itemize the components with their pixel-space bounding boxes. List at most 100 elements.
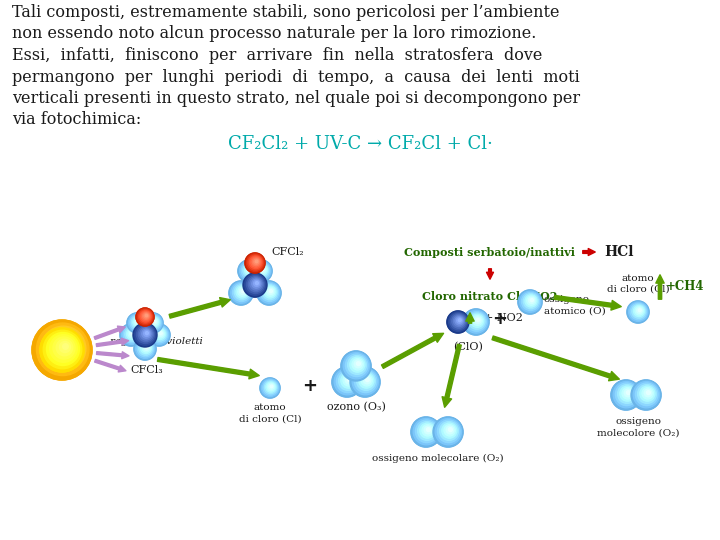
Circle shape	[159, 332, 162, 335]
Circle shape	[150, 325, 169, 345]
Circle shape	[252, 279, 261, 288]
Text: permangono  per  lunghi  periodi  di  tempo,  a  causa  dei  lenti  moti: permangono per lunghi periodi di tempo, …	[12, 69, 580, 85]
Circle shape	[142, 329, 151, 338]
Circle shape	[447, 311, 469, 333]
Circle shape	[627, 301, 649, 323]
Circle shape	[640, 386, 655, 401]
Circle shape	[251, 261, 271, 280]
Circle shape	[334, 368, 361, 395]
Circle shape	[120, 324, 142, 346]
Circle shape	[146, 315, 161, 330]
Circle shape	[341, 351, 371, 381]
Circle shape	[611, 380, 641, 410]
Circle shape	[638, 384, 657, 403]
Circle shape	[145, 332, 148, 335]
Circle shape	[269, 289, 272, 293]
Text: HCl: HCl	[604, 245, 634, 259]
Circle shape	[148, 324, 170, 346]
Circle shape	[348, 356, 366, 374]
Circle shape	[32, 320, 92, 380]
Circle shape	[249, 268, 252, 271]
Circle shape	[142, 343, 150, 352]
Circle shape	[418, 422, 436, 440]
Circle shape	[138, 309, 153, 325]
Text: Tali composti, estremamente stabili, sono pericolosi per l’ambiente: Tali composti, estremamente stabili, son…	[12, 4, 559, 21]
Circle shape	[343, 353, 369, 379]
Circle shape	[138, 340, 154, 357]
Circle shape	[636, 383, 658, 406]
Circle shape	[332, 367, 362, 397]
Circle shape	[266, 382, 276, 392]
Circle shape	[348, 378, 351, 382]
Circle shape	[631, 380, 661, 410]
Circle shape	[639, 309, 641, 312]
Circle shape	[346, 354, 368, 376]
Circle shape	[63, 341, 71, 349]
Circle shape	[459, 319, 461, 322]
Circle shape	[263, 380, 278, 395]
Circle shape	[341, 351, 371, 381]
Circle shape	[40, 328, 84, 372]
Text: CFCl₂: CFCl₂	[271, 247, 304, 257]
Circle shape	[245, 253, 265, 273]
Circle shape	[350, 367, 380, 397]
Circle shape	[364, 376, 371, 384]
Circle shape	[141, 312, 150, 321]
Text: atomo
di cloro (Cl): atomo di cloro (Cl)	[239, 403, 301, 423]
Circle shape	[411, 417, 441, 447]
Circle shape	[613, 382, 639, 408]
Circle shape	[149, 317, 159, 327]
Circle shape	[260, 378, 280, 398]
Text: ossigeno
molecolore (O₂): ossigeno molecolore (O₂)	[597, 417, 679, 437]
Circle shape	[58, 339, 73, 354]
Circle shape	[255, 264, 269, 277]
Circle shape	[356, 362, 360, 366]
Circle shape	[444, 424, 455, 436]
Circle shape	[143, 313, 149, 319]
Text: verticali presenti in questo strato, nel quale poi si decompongono per: verticali presenti in questo strato, nel…	[12, 90, 580, 107]
Circle shape	[450, 313, 467, 330]
Circle shape	[611, 380, 641, 410]
Circle shape	[243, 273, 267, 297]
Circle shape	[250, 260, 272, 282]
Circle shape	[133, 323, 157, 347]
Circle shape	[238, 260, 260, 282]
Circle shape	[433, 417, 463, 447]
Circle shape	[627, 301, 649, 323]
Circle shape	[264, 381, 277, 394]
Circle shape	[156, 329, 164, 338]
Circle shape	[150, 318, 158, 326]
Circle shape	[60, 341, 71, 353]
Circle shape	[269, 384, 274, 389]
Circle shape	[56, 339, 73, 356]
Circle shape	[139, 341, 153, 355]
Circle shape	[122, 325, 141, 345]
Circle shape	[144, 345, 149, 350]
Circle shape	[133, 323, 157, 347]
Circle shape	[40, 328, 84, 372]
Circle shape	[136, 319, 141, 324]
Circle shape	[155, 328, 166, 340]
Circle shape	[136, 308, 154, 326]
Circle shape	[442, 423, 457, 438]
Text: raggi ultravioletti: raggi ultravioletti	[110, 338, 203, 347]
Circle shape	[229, 281, 253, 305]
Circle shape	[238, 260, 260, 282]
Circle shape	[258, 282, 280, 303]
Circle shape	[143, 330, 150, 336]
Circle shape	[454, 315, 464, 327]
Circle shape	[520, 291, 541, 312]
Circle shape	[354, 370, 377, 393]
Circle shape	[446, 426, 454, 434]
Circle shape	[250, 260, 272, 282]
Circle shape	[151, 326, 168, 343]
Circle shape	[138, 327, 153, 342]
Circle shape	[420, 423, 435, 438]
Circle shape	[266, 287, 275, 296]
Circle shape	[236, 286, 248, 298]
Circle shape	[629, 302, 648, 321]
Circle shape	[251, 257, 261, 267]
Circle shape	[145, 314, 162, 332]
Circle shape	[245, 265, 256, 275]
Circle shape	[261, 284, 279, 301]
